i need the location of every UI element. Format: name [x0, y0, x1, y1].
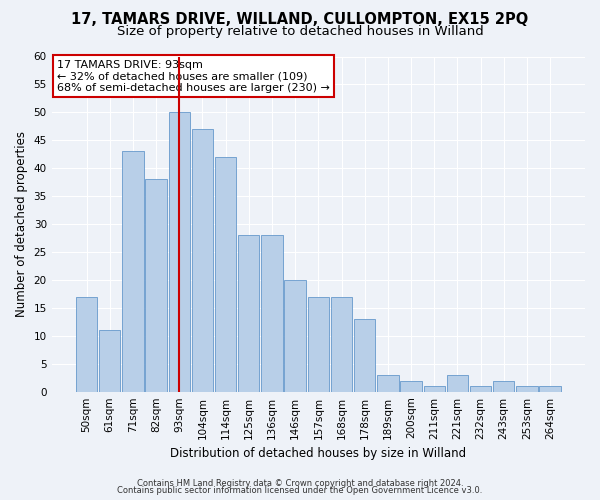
Bar: [424, 386, 445, 392]
Bar: [308, 296, 329, 392]
Bar: [99, 330, 121, 392]
Text: 17, TAMARS DRIVE, WILLAND, CULLOMPTON, EX15 2PQ: 17, TAMARS DRIVE, WILLAND, CULLOMPTON, E…: [71, 12, 529, 28]
Bar: [400, 380, 422, 392]
Bar: [145, 180, 167, 392]
Bar: [122, 152, 143, 392]
Text: Contains HM Land Registry data © Crown copyright and database right 2024.: Contains HM Land Registry data © Crown c…: [137, 478, 463, 488]
Y-axis label: Number of detached properties: Number of detached properties: [15, 131, 28, 317]
Text: Size of property relative to detached houses in Willand: Size of property relative to detached ho…: [116, 25, 484, 38]
Bar: [354, 319, 376, 392]
Bar: [192, 129, 213, 392]
Bar: [215, 157, 236, 392]
Bar: [169, 112, 190, 392]
Bar: [331, 296, 352, 392]
Bar: [470, 386, 491, 392]
Bar: [76, 296, 97, 392]
Bar: [493, 380, 514, 392]
Bar: [516, 386, 538, 392]
X-axis label: Distribution of detached houses by size in Willand: Distribution of detached houses by size …: [170, 447, 466, 460]
Bar: [539, 386, 561, 392]
Bar: [284, 280, 306, 392]
Bar: [238, 236, 259, 392]
Bar: [262, 236, 283, 392]
Bar: [447, 375, 468, 392]
Text: Contains public sector information licensed under the Open Government Licence v3: Contains public sector information licen…: [118, 486, 482, 495]
Bar: [377, 375, 398, 392]
Text: 17 TAMARS DRIVE: 93sqm
← 32% of detached houses are smaller (109)
68% of semi-de: 17 TAMARS DRIVE: 93sqm ← 32% of detached…: [57, 60, 330, 93]
